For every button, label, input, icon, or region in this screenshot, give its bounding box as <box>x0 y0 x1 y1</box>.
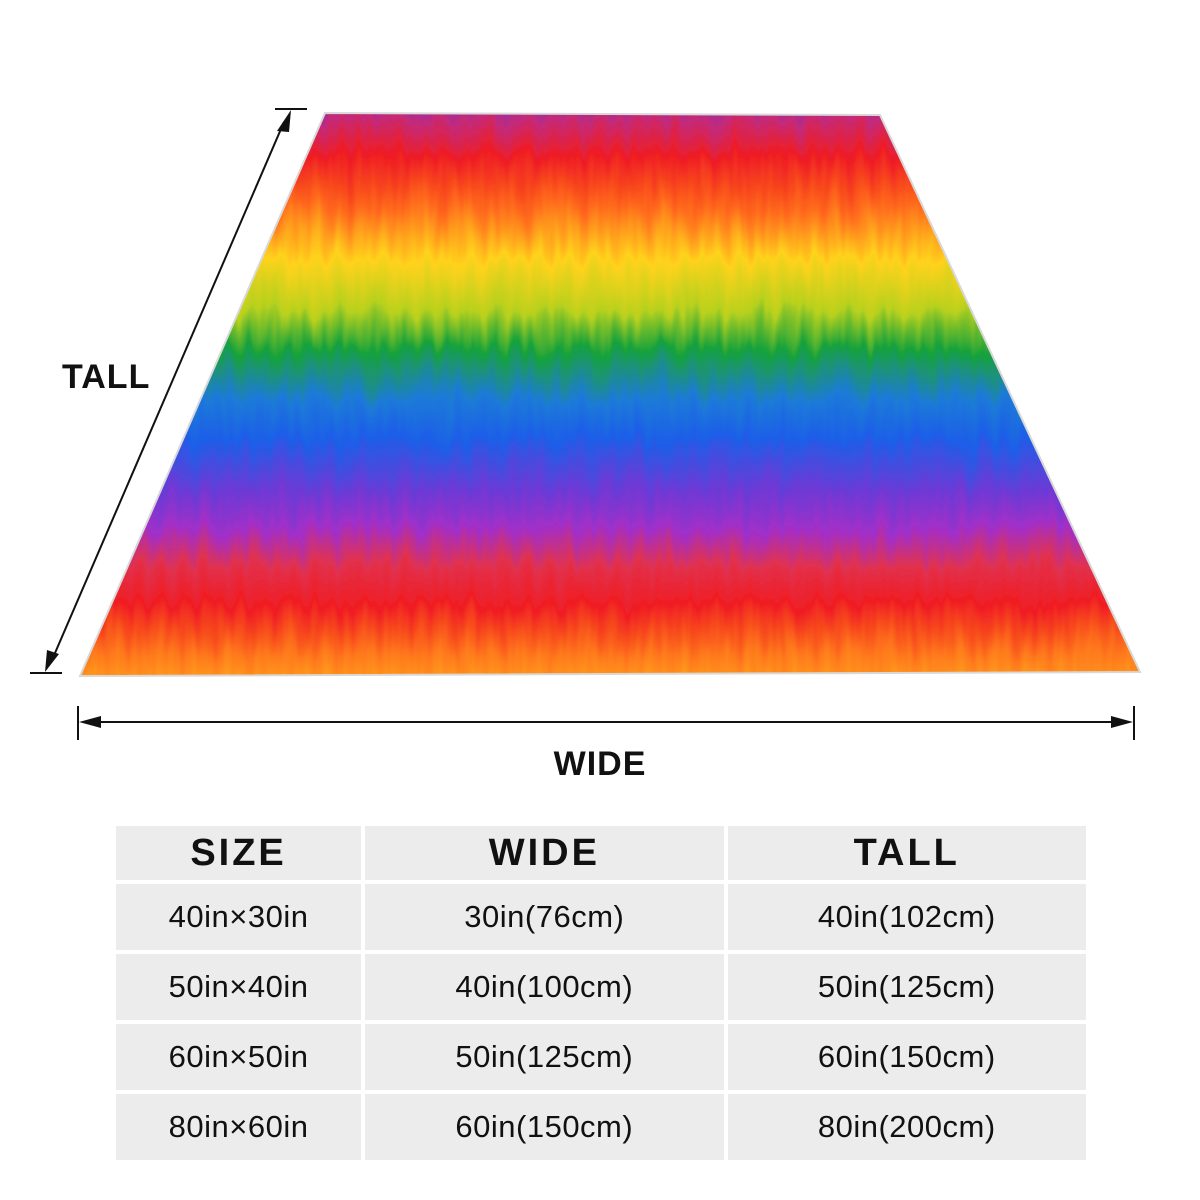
wide-dimension-arrow <box>77 706 1135 740</box>
table-row: 40in×30in 30in(76cm) 40in(102cm) <box>116 884 1086 950</box>
tall-dimension-arrow <box>30 108 307 674</box>
tall-label: TALL <box>62 358 151 396</box>
wide-cell: 30in(76cm) <box>365 884 724 950</box>
tall-cell: 50in(125cm) <box>727 954 1086 1020</box>
wide-cell: 40in(100cm) <box>365 954 724 1020</box>
blanket-outline <box>78 111 1142 678</box>
size-cell: 60in×50in <box>116 1024 362 1090</box>
size-table: SIZE WIDE TALL 40in×30in 30in(76cm) 40in… <box>112 822 1090 1164</box>
blanket-diagram <box>30 108 1142 740</box>
size-cell: 40in×30in <box>116 884 362 950</box>
blanket-image <box>80 113 1140 676</box>
column-header-size: SIZE <box>116 826 362 880</box>
table-row: 80in×60in 60in(150cm) 80in(200cm) <box>116 1094 1086 1160</box>
column-header-tall: TALL <box>727 826 1086 880</box>
tall-cell: 40in(102cm) <box>727 884 1086 950</box>
table-row: 50in×40in 40in(100cm) 50in(125cm) <box>116 954 1086 1020</box>
wide-label: WIDE <box>553 745 647 783</box>
wide-cell: 50in(125cm) <box>365 1024 724 1090</box>
table-header-row: SIZE WIDE TALL <box>116 826 1086 880</box>
wide-cell: 60in(150cm) <box>365 1094 724 1160</box>
table-row: 60in×50in 50in(125cm) 60in(150cm) <box>116 1024 1086 1090</box>
tall-cell: 60in(150cm) <box>727 1024 1086 1090</box>
column-header-wide: WIDE <box>365 826 724 880</box>
size-cell: 50in×40in <box>116 954 362 1020</box>
tall-cell: 80in(200cm) <box>727 1094 1086 1160</box>
size-cell: 80in×60in <box>116 1094 362 1160</box>
